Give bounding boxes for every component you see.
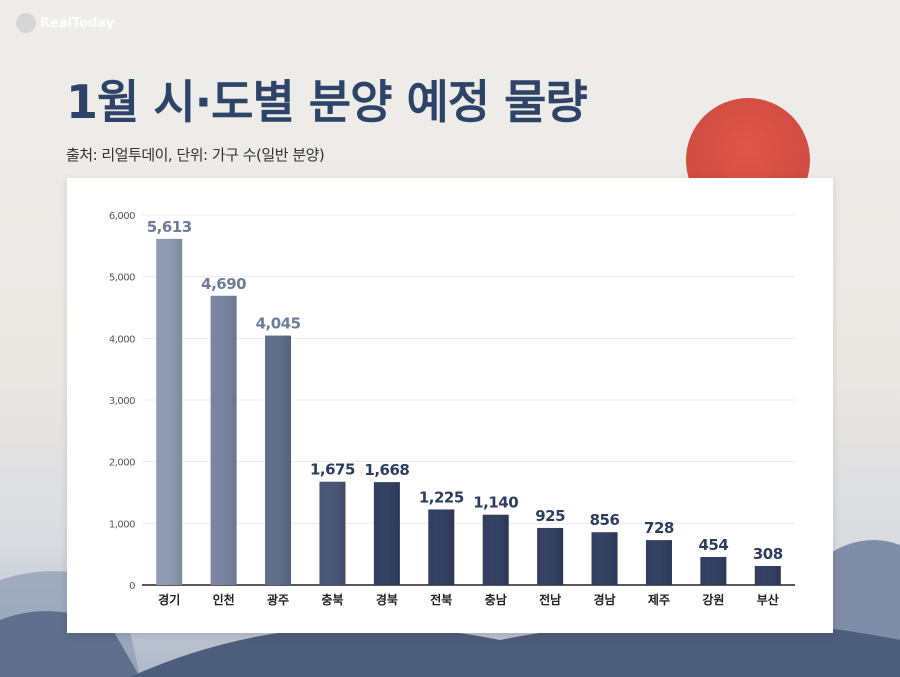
x-tick-label: 광주 [267,592,289,607]
data-label: 5,613 [147,218,192,236]
bar-chart: 0 1,000 2,000 3,000 4,000 5,000 6,000 5,613 경기 4,… [109,211,795,607]
logo: RealToday [16,13,114,33]
y-tick-label: 6,000 [109,211,135,222]
bar-shade [265,335,292,585]
y-tick-label: 2,000 [109,458,135,469]
x-tick-label: 전남 [539,592,561,607]
data-label: 454 [698,536,728,554]
x-tick-label: 경기 [158,592,180,607]
bar-shade [210,295,237,585]
y-tick-label: 5,000 [109,273,135,284]
x-tick-label: 인천 [213,592,235,607]
y-tick-label: 4,000 [109,334,135,345]
bar-shade [754,566,781,585]
data-label: 4,690 [201,275,246,293]
logo-text: RealToday [40,15,115,31]
chart-card: 0 1,000 2,000 3,000 4,000 5,000 6,000 5,613 경기 4,… [67,178,833,633]
x-tick-label: 경남 [593,592,615,607]
bar-shade [700,557,727,585]
data-label: 1,225 [419,488,464,506]
x-tick-label: 강원 [702,593,724,607]
x-tick-label: 제주 [648,593,670,607]
data-label: 4,045 [256,315,301,333]
bar-shade [537,527,564,585]
bar-shade [591,532,618,585]
data-label: 1,668 [364,461,409,479]
x-tick-label: 충북 [321,592,343,607]
page-title: 1월 시·도별 분양 예정 물량 [66,75,588,129]
y-tick-label: 1,000 [109,519,135,530]
bar-shade [482,514,509,585]
x-tick-label: 전북 [430,592,452,607]
bar-shade [156,238,183,586]
data-label: 1,675 [310,461,355,479]
bar-shade [373,482,400,585]
y-tick-label: 3,000 [109,396,135,407]
data-label: 308 [753,545,783,563]
x-tick-label: 충남 [485,592,507,607]
data-label: 1,140 [473,494,518,512]
x-tick-label: 부산 [757,592,779,607]
data-label: 925 [535,507,565,525]
data-label: 728 [644,519,674,537]
source-note: 출처: 리얼투데이, 단위: 가구 수(일반 분양) [66,146,325,164]
bar-shade [319,481,346,585]
y-tick-label: 0 [129,581,135,592]
logo-mark-icon [16,13,36,33]
x-tick-label: 경북 [376,593,398,607]
bar-shade [645,540,672,585]
data-label: 856 [590,511,620,529]
bar-shade [428,509,455,585]
